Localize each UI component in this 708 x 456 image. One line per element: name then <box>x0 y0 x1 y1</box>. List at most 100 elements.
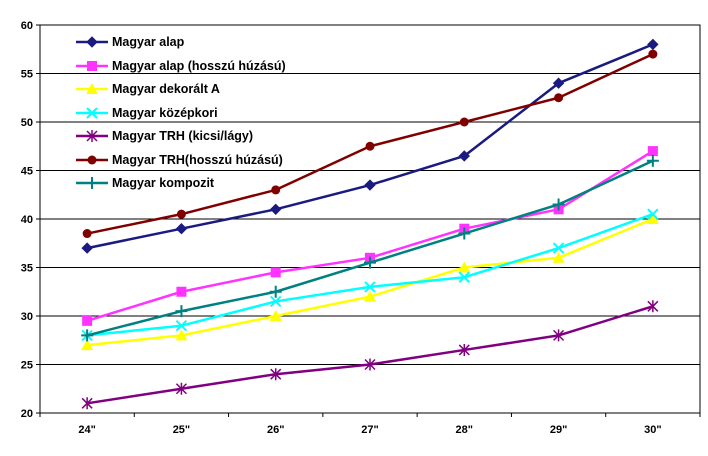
legend-marker-6 <box>76 177 108 189</box>
legend-item: Magyar alap (hosszú húzású) <box>76 57 306 81</box>
data-point <box>269 310 282 321</box>
legend-label: Magyar TRH(hosszú húzású) <box>112 152 283 167</box>
legend-item: Magyar TRH (kicsi/lágy) <box>76 127 306 151</box>
legend-label: Magyar kompozit <box>112 176 215 190</box>
data-point <box>269 285 282 298</box>
data-point <box>175 319 188 332</box>
y-tick-label: 25 <box>21 360 33 372</box>
data-point <box>458 261 471 273</box>
data-point <box>364 358 376 371</box>
data-point <box>552 198 565 211</box>
legend-marker-5 <box>76 155 108 164</box>
legend-label: Magyar középkori <box>112 105 218 120</box>
data-point <box>552 242 565 254</box>
legend-item: Magyar dekorált A <box>76 80 306 104</box>
data-point <box>82 315 93 326</box>
legend-label: Magyar TRH (kicsi/lágy) <box>112 129 254 143</box>
data-point <box>364 281 376 293</box>
y-tick-label: 50 <box>21 117 33 129</box>
data-point <box>646 213 659 224</box>
legend: Magyar alap Magyar alap (hosszú húzású) … <box>76 33 306 198</box>
y-tick-label: 40 <box>21 214 33 226</box>
legend-symbol <box>86 83 98 94</box>
data-point <box>552 251 565 263</box>
data-point <box>647 208 659 220</box>
legend-label: Magyar alap <box>112 35 185 49</box>
legend-symbol <box>86 36 98 48</box>
legend-symbol <box>86 106 98 119</box>
x-tick-label: 27" <box>361 424 378 436</box>
data-point <box>176 209 186 219</box>
data-point <box>554 93 564 103</box>
data-point <box>459 117 469 127</box>
legend-marker-3 <box>76 106 108 119</box>
series-1 <box>81 38 659 254</box>
legend-item: Magyar TRH(hosszú húzású) <box>76 151 306 175</box>
legend-item: Magyar középkori <box>76 104 306 128</box>
y-tick-label: 30 <box>21 311 33 323</box>
series-5 <box>81 300 659 410</box>
series-6 <box>82 49 658 239</box>
data-point <box>458 343 470 356</box>
x-tick-label: 24" <box>78 424 95 436</box>
y-tick-label: 35 <box>21 263 33 275</box>
data-point <box>458 271 470 283</box>
data-point <box>81 329 94 342</box>
data-point <box>271 185 281 195</box>
legend-label: Magyar alap (hosszú húzású) <box>112 58 286 73</box>
data-point <box>81 242 93 254</box>
series-line <box>87 212 654 337</box>
x-tick-label: 30" <box>644 424 661 436</box>
y-tick-label: 20 <box>21 408 33 420</box>
y-tick-label: 60 <box>21 20 33 32</box>
data-point <box>81 339 94 351</box>
data-point <box>175 382 187 395</box>
legend-symbol <box>86 177 98 189</box>
x-tick-label: 29" <box>550 424 567 436</box>
legend-symbol <box>86 130 98 142</box>
data-point <box>364 290 376 302</box>
series-4 <box>81 208 659 342</box>
legend-item: Magyar alap <box>76 33 306 57</box>
data-point <box>458 150 470 162</box>
data-point <box>364 256 376 269</box>
data-point <box>648 49 658 59</box>
plot-area-border <box>39 24 701 414</box>
legend-label: Magyar dekorált A <box>112 82 220 96</box>
data-point <box>176 286 187 297</box>
data-point <box>270 203 282 216</box>
data-point <box>646 154 659 167</box>
legend-symbol <box>87 60 97 71</box>
data-point <box>270 368 282 381</box>
legend-symbol <box>87 155 97 164</box>
data-point <box>270 267 281 278</box>
y-tick-label: 55 <box>21 69 33 81</box>
data-point <box>647 146 658 157</box>
data-point <box>175 222 188 235</box>
legend-marker-4 <box>76 130 108 142</box>
data-point <box>175 305 188 318</box>
legend-marker-0 <box>76 36 108 48</box>
data-point <box>270 295 282 308</box>
data-point <box>647 38 659 51</box>
data-point <box>81 397 93 410</box>
legend-item: Magyar kompozit <box>76 174 306 198</box>
y-tick-label: 45 <box>21 166 33 178</box>
data-point <box>458 227 471 240</box>
data-point <box>364 179 376 191</box>
data-point <box>175 329 188 341</box>
series-3 <box>81 213 659 351</box>
x-tick-label: 25" <box>173 424 190 436</box>
data-point <box>647 300 659 313</box>
data-point <box>553 329 565 342</box>
x-tick-label: 28" <box>456 424 473 436</box>
series-7 <box>81 154 659 342</box>
legend-marker-1 <box>76 60 108 71</box>
x-tick-label: 26" <box>267 424 284 436</box>
data-point <box>552 77 565 89</box>
data-point <box>82 229 92 239</box>
legend-marker-2 <box>76 83 108 94</box>
data-point <box>365 141 375 151</box>
